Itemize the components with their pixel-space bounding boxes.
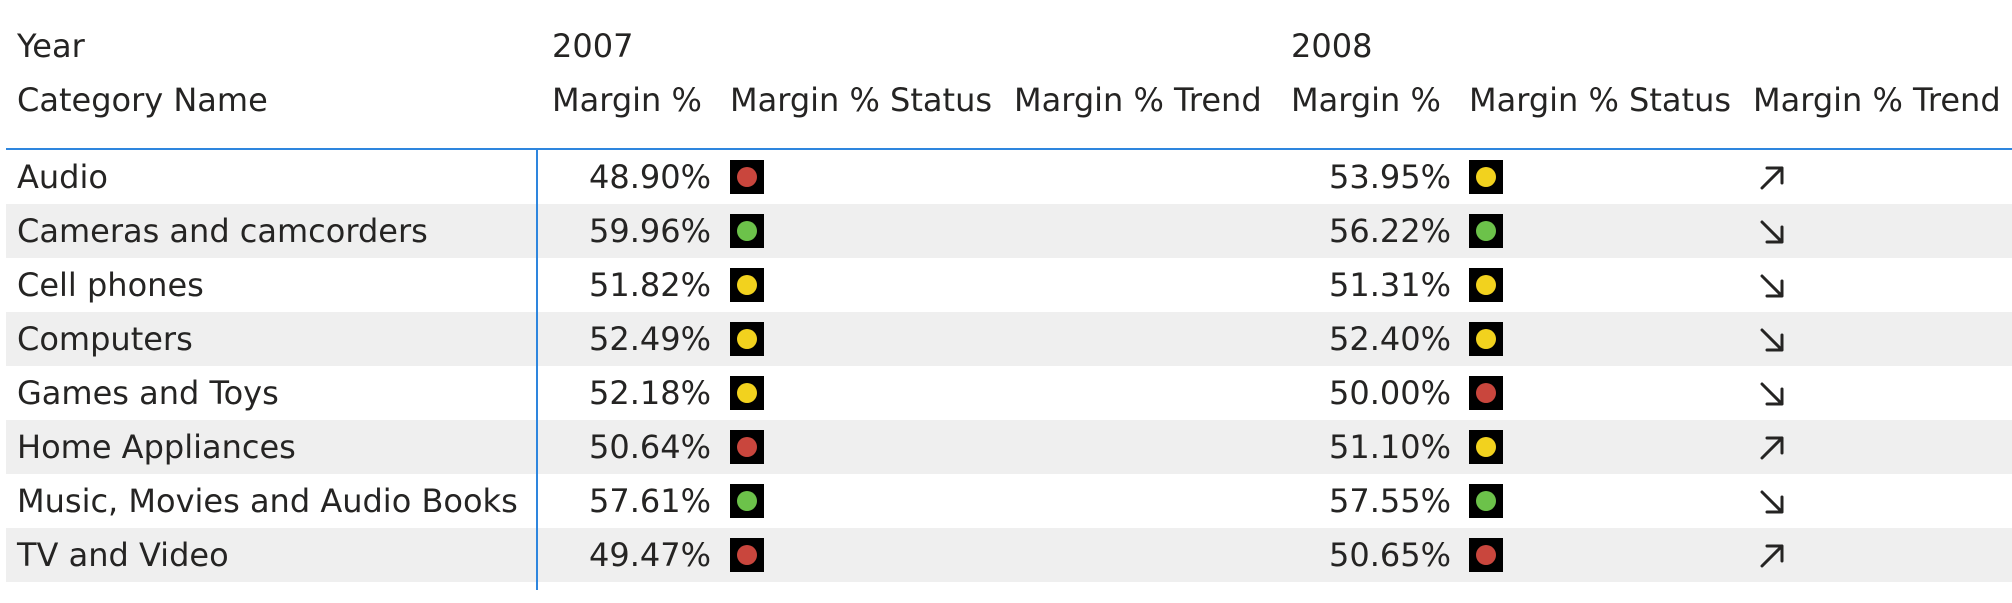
margin-2007-value[interactable]: 50.64% [588, 428, 711, 466]
margin-2007-value[interactable]: 52.18% [588, 374, 711, 412]
col-2008-trend-header[interactable]: Margin % Trend [1753, 81, 2001, 119]
trend-up-arrow-icon [1754, 538, 1790, 574]
year-header-label[interactable]: Year [17, 27, 85, 65]
category-name[interactable]: Home Appliances [17, 428, 296, 466]
trend-down-arrow-icon [1754, 376, 1790, 412]
status-dot-icon [737, 167, 757, 187]
margin-2008-value[interactable]: 53.95% [1328, 158, 1451, 196]
status-indicator-2007 [730, 214, 764, 248]
table-row[interactable]: TV and Video 49.47% 50.65% [6, 528, 2012, 582]
status-dot-icon [737, 437, 757, 457]
status-dot-icon [737, 545, 757, 565]
status-dot-icon [1476, 545, 1496, 565]
col-2008-margin-header[interactable]: Margin % [1291, 81, 1441, 119]
status-dot-icon [1476, 275, 1496, 295]
col-2007-trend-header[interactable]: Margin % Trend [1014, 81, 1262, 119]
category-header-label[interactable]: Category Name [17, 81, 268, 119]
table-row[interactable]: Games and Toys 52.18% 50.00% [6, 366, 2012, 420]
table-row[interactable]: Home Appliances 50.64% 51.10% [6, 420, 2012, 474]
status-dot-icon [1476, 329, 1496, 349]
status-dot-icon [1476, 221, 1496, 241]
year-2007-header[interactable]: 2007 [552, 27, 634, 65]
status-indicator-2007 [730, 430, 764, 464]
status-indicator-2008 [1469, 322, 1503, 356]
status-indicator-2007 [730, 322, 764, 356]
category-name[interactable]: TV and Video [17, 536, 229, 574]
margin-2007-value[interactable]: 59.96% [588, 212, 711, 250]
margin-2008-value[interactable]: 51.10% [1328, 428, 1451, 466]
col-2007-margin-header[interactable]: Margin % [552, 81, 702, 119]
status-dot-icon [737, 491, 757, 511]
status-dot-icon [737, 383, 757, 403]
year-2008-header[interactable]: 2008 [1291, 27, 1373, 65]
trend-down-arrow-icon [1754, 322, 1790, 358]
margin-2008-value[interactable]: 50.65% [1328, 536, 1451, 574]
status-dot-icon [1476, 491, 1496, 511]
status-indicator-2007 [730, 484, 764, 518]
margin-2007-value[interactable]: 52.49% [588, 320, 711, 358]
trend-down-arrow-icon [1754, 484, 1790, 520]
col-2007-status-header[interactable]: Margin % Status [730, 81, 993, 119]
category-name[interactable]: Cameras and camcorders [17, 212, 428, 250]
status-indicator-2007 [730, 268, 764, 302]
status-dot-icon [1476, 383, 1496, 403]
trend-up-arrow-icon [1754, 160, 1790, 196]
status-dot-icon [1476, 437, 1496, 457]
table-row[interactable]: Cameras and camcorders 59.96% 56.22% [6, 204, 2012, 258]
margin-2008-value[interactable]: 56.22% [1328, 212, 1451, 250]
table-row[interactable]: Audio 48.90% 53.95% [6, 150, 2012, 204]
matrix-header: Year Category Name 2007 Margin % Margin … [6, 0, 2012, 150]
status-indicator-2007 [730, 538, 764, 572]
status-dot-icon [737, 329, 757, 349]
row-header-divider [536, 148, 538, 590]
col-2008-status-header[interactable]: Margin % Status [1469, 81, 1732, 119]
table-row[interactable]: Computers 52.49% 52.40% [6, 312, 2012, 366]
status-indicator-2008 [1469, 484, 1503, 518]
status-indicator-2008 [1469, 430, 1503, 464]
status-dot-icon [1476, 167, 1496, 187]
margin-2007-value[interactable]: 49.47% [588, 536, 711, 574]
status-indicator-2008 [1469, 160, 1503, 194]
table-row[interactable]: Music, Movies and Audio Books 57.61% 57.55… [6, 474, 2012, 528]
category-name[interactable]: Games and Toys [17, 374, 279, 412]
margin-2008-value[interactable]: 57.55% [1328, 482, 1451, 520]
matrix-visual: Year Category Name 2007 Margin % Margin … [6, 0, 2012, 590]
margin-2007-value[interactable]: 48.90% [588, 158, 711, 196]
status-indicator-2008 [1469, 538, 1503, 572]
status-indicator-2008 [1469, 268, 1503, 302]
status-indicator-2008 [1469, 214, 1503, 248]
status-dot-icon [737, 275, 757, 295]
margin-2007-value[interactable]: 51.82% [588, 266, 711, 304]
category-name[interactable]: Audio [17, 158, 108, 196]
status-dot-icon [737, 221, 757, 241]
margin-2007-value[interactable]: 57.61% [588, 482, 711, 520]
trend-down-arrow-icon [1754, 214, 1790, 250]
category-name[interactable]: Music, Movies and Audio Books [17, 482, 518, 520]
category-name[interactable]: Cell phones [17, 266, 204, 304]
trend-down-arrow-icon [1754, 268, 1790, 304]
table-row[interactable]: Cell phones 51.82% 51.31% [6, 258, 2012, 312]
category-name[interactable]: Computers [17, 320, 193, 358]
margin-2008-value[interactable]: 52.40% [1328, 320, 1451, 358]
status-indicator-2008 [1469, 376, 1503, 410]
margin-2008-value[interactable]: 51.31% [1328, 266, 1451, 304]
status-indicator-2007 [730, 160, 764, 194]
trend-up-arrow-icon [1754, 430, 1790, 466]
status-indicator-2007 [730, 376, 764, 410]
margin-2008-value[interactable]: 50.00% [1328, 374, 1451, 412]
